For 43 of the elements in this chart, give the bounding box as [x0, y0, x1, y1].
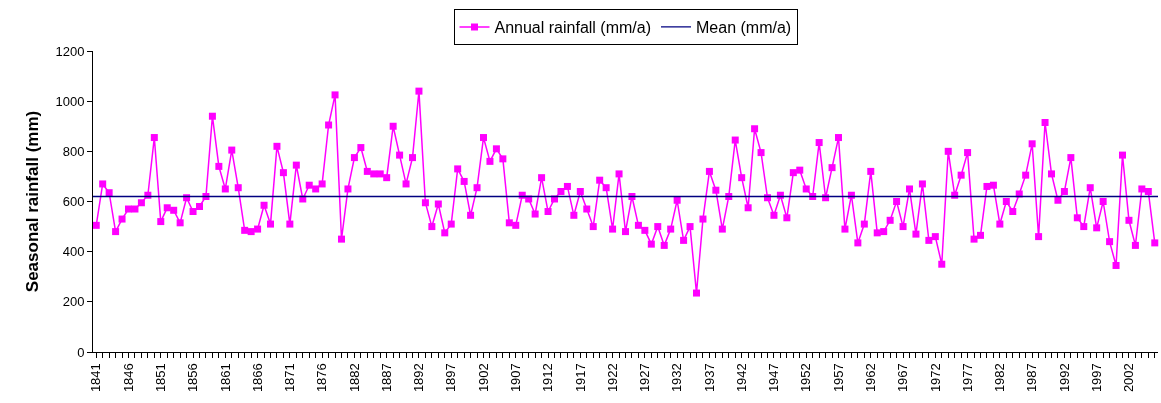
x-tick-label: 1866 [249, 363, 265, 393]
x-tick-label: 1967 [895, 363, 911, 393]
x-tick-label: 1892 [411, 363, 427, 393]
x-tick-label: 1856 [185, 363, 201, 393]
x-tick-label: 1997 [1088, 363, 1104, 393]
x-tick-label: 1962 [862, 363, 878, 393]
x-tick-label: 1917 [572, 363, 588, 393]
x-tick-label: 1977 [959, 363, 975, 393]
x-tick-label: 1987 [1024, 363, 1040, 393]
x-tick-label: 1871 [282, 363, 298, 393]
x-tick-label: 1927 [637, 363, 653, 393]
x-tick-label: 1937 [701, 363, 717, 393]
x-tick-label: 1882 [346, 363, 362, 393]
x-tick-label: 1922 [604, 363, 620, 393]
y-tick-label: 600 [62, 194, 85, 210]
x-tick-label: 1851 [153, 363, 168, 393]
y-tick-label: 800 [62, 143, 85, 159]
x-tick-label: 1982 [992, 363, 1008, 393]
x-tick-label: 1912 [540, 363, 556, 393]
x-tick-label: 1907 [507, 363, 523, 393]
y-tick-label: 1200 [55, 43, 85, 59]
x-tick-label: 1887 [378, 363, 394, 393]
legend-label: Mean (mm/a) [696, 19, 792, 37]
y-tick-label: 1000 [55, 93, 85, 109]
x-tick-label: 1846 [120, 363, 136, 393]
x-tick-label: 1876 [314, 363, 330, 393]
x-tick-label: 1861 [217, 363, 233, 393]
y-tick-label: 200 [62, 294, 85, 310]
x-tick-label: 1932 [669, 363, 685, 393]
x-tick-label: 1992 [1056, 363, 1072, 393]
y-tick-label: 0 [77, 344, 85, 360]
x-tick-label: 1952 [798, 363, 814, 393]
x-tick-label: 1942 [733, 363, 749, 393]
x-tick-label: 1897 [443, 363, 459, 393]
x-tick-label: 1972 [927, 363, 943, 393]
legend-label: Annual rainfall (mm/a) [494, 19, 651, 37]
x-tick-label: 1841 [88, 363, 104, 393]
y-tick-label: 400 [62, 244, 85, 260]
x-tick-label: 1947 [766, 363, 782, 393]
y-axis-title: Seasonal rainfall (mm) [23, 110, 43, 293]
x-tick-label: 1957 [830, 363, 846, 393]
x-tick-label: 1902 [475, 363, 491, 393]
x-tick-label: 2002 [1121, 363, 1137, 393]
